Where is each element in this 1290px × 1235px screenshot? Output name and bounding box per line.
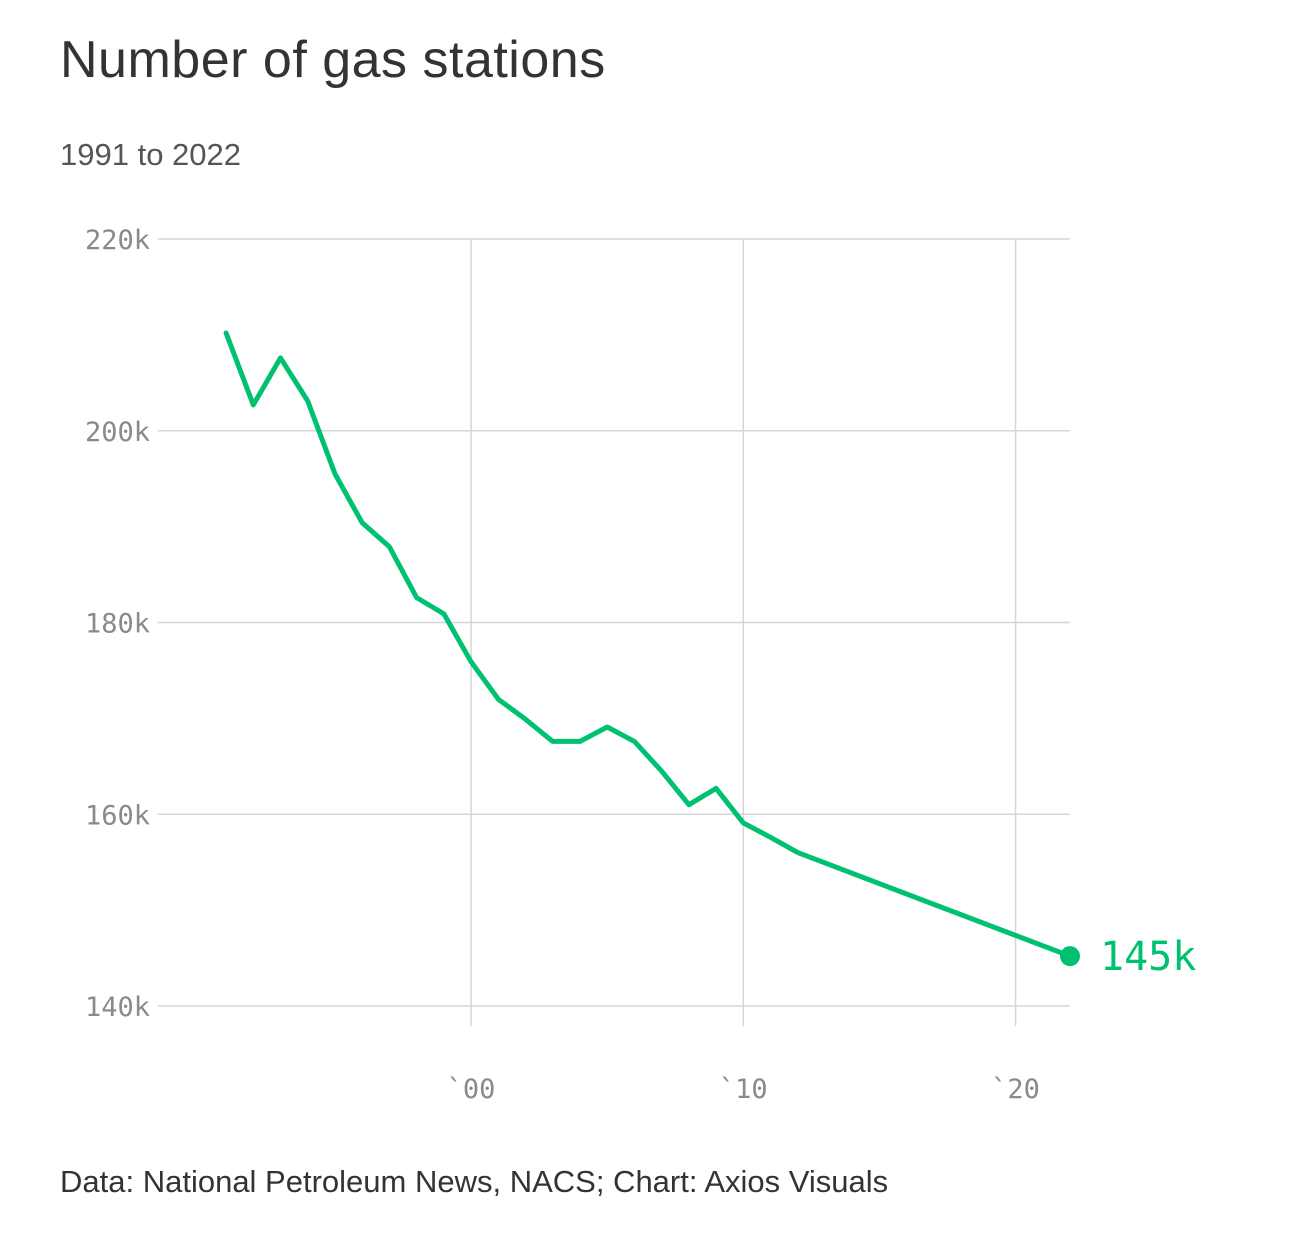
y-tick-label: 140k [85, 992, 150, 1023]
y-gridlines [158, 238, 1070, 1007]
x-tick-label: `00 [447, 1074, 496, 1105]
series-line [223, 330, 1073, 959]
source-note: Data: National Petroleum News, NACS; Cha… [60, 1164, 889, 1199]
series-group: 145k [223, 330, 1196, 980]
x-tick-label: `10 [719, 1074, 768, 1105]
y-axis-tick-labels: 220k 200k 180k 160k 140k [85, 225, 150, 1023]
end-point-marker [1060, 946, 1080, 967]
x-tick-label: `20 [991, 1074, 1040, 1105]
y-tick-label: 220k [85, 225, 150, 256]
end-value-label: 145k [1100, 934, 1196, 980]
y-tick-label: 200k [85, 417, 150, 448]
y-tick-label: 180k [85, 609, 150, 640]
y-tick-label: 160k [85, 800, 150, 831]
x-gridlines [470, 239, 1017, 1026]
chart-title: Number of gas stations [60, 31, 606, 89]
x-axis-tick-labels: `00 `10 `20 [447, 1074, 1040, 1105]
chart-subtitle: 1991 to 2022 [60, 137, 242, 172]
